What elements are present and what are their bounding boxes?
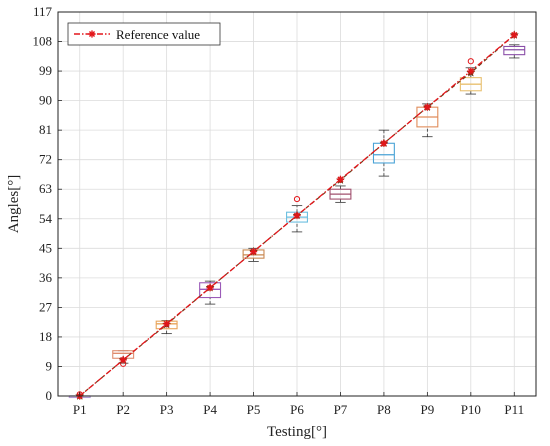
y-tick-label: 54 bbox=[39, 211, 53, 226]
reference-asterisk-marker bbox=[293, 211, 301, 220]
x-tick-label: P10 bbox=[461, 402, 481, 417]
x-tick-label: P3 bbox=[160, 402, 174, 417]
box-P11 bbox=[503, 44, 526, 59]
y-tick-label: 18 bbox=[39, 329, 52, 344]
reference-asterisk-marker bbox=[206, 284, 214, 292]
y-tick-label: 45 bbox=[39, 240, 52, 255]
reference-asterisk-marker bbox=[119, 356, 127, 364]
reference-asterisk-marker bbox=[380, 139, 388, 147]
legend-label: Reference value bbox=[116, 27, 200, 42]
legend-marker-asterisk bbox=[88, 30, 96, 38]
reference-asterisk-marker bbox=[423, 103, 431, 111]
y-axis-title: Angles[°] bbox=[6, 175, 22, 233]
x-tick-label: P2 bbox=[116, 402, 130, 417]
legend-box bbox=[67, 22, 221, 46]
y-tick-label: 9 bbox=[46, 358, 53, 373]
axis-ticks: 0 9 18 27 36 45 54 63 72 81 90 99 108 117 P1 P2 P3 P4 P5 P6… bbox=[33, 4, 525, 417]
x-tick-label: P1 bbox=[73, 402, 87, 417]
outlier-point bbox=[293, 195, 301, 203]
x-tick-label: P8 bbox=[377, 402, 391, 417]
reference-asterisk-marker bbox=[336, 175, 345, 183]
y-tick-label: 36 bbox=[39, 270, 53, 285]
plot-frame bbox=[57, 11, 537, 397]
reference-asterisk-marker bbox=[467, 67, 475, 75]
box-P4 bbox=[199, 280, 222, 305]
grid bbox=[58, 11, 536, 397]
box-P7 bbox=[329, 185, 352, 203]
y-tick-label: 99 bbox=[39, 63, 52, 78]
legend-asterisk bbox=[88, 30, 96, 38]
y-tick-label: 63 bbox=[39, 181, 52, 196]
reference-asterisk-marker bbox=[249, 247, 258, 256]
reference-asterisk-marker bbox=[163, 320, 171, 328]
box-iqr bbox=[199, 282, 222, 299]
reference-value-line bbox=[79, 34, 515, 397]
x-tick-label: P7 bbox=[334, 402, 348, 417]
x-tick-label: P5 bbox=[247, 402, 261, 417]
x-tick-label: P9 bbox=[420, 402, 434, 417]
y-tick-label: 81 bbox=[39, 122, 52, 137]
outlier-point bbox=[467, 58, 474, 65]
legend: Reference value bbox=[67, 22, 221, 46]
y-tick-label: 0 bbox=[46, 388, 53, 403]
y-tick-label: 90 bbox=[39, 93, 52, 108]
box-iqr bbox=[503, 45, 526, 56]
x-tick-label: P4 bbox=[203, 402, 217, 417]
reference-asterisk-marker bbox=[510, 31, 518, 39]
y-tick-label: 72 bbox=[39, 152, 52, 167]
y-tick-label: 27 bbox=[39, 299, 53, 314]
x-axis-title: Testing[°] bbox=[267, 424, 327, 440]
x-tick-label: P6 bbox=[290, 402, 304, 417]
x-tick-label: P11 bbox=[504, 402, 524, 417]
y-tick-label: 117 bbox=[33, 4, 53, 19]
y-tick-label: 108 bbox=[33, 34, 53, 49]
